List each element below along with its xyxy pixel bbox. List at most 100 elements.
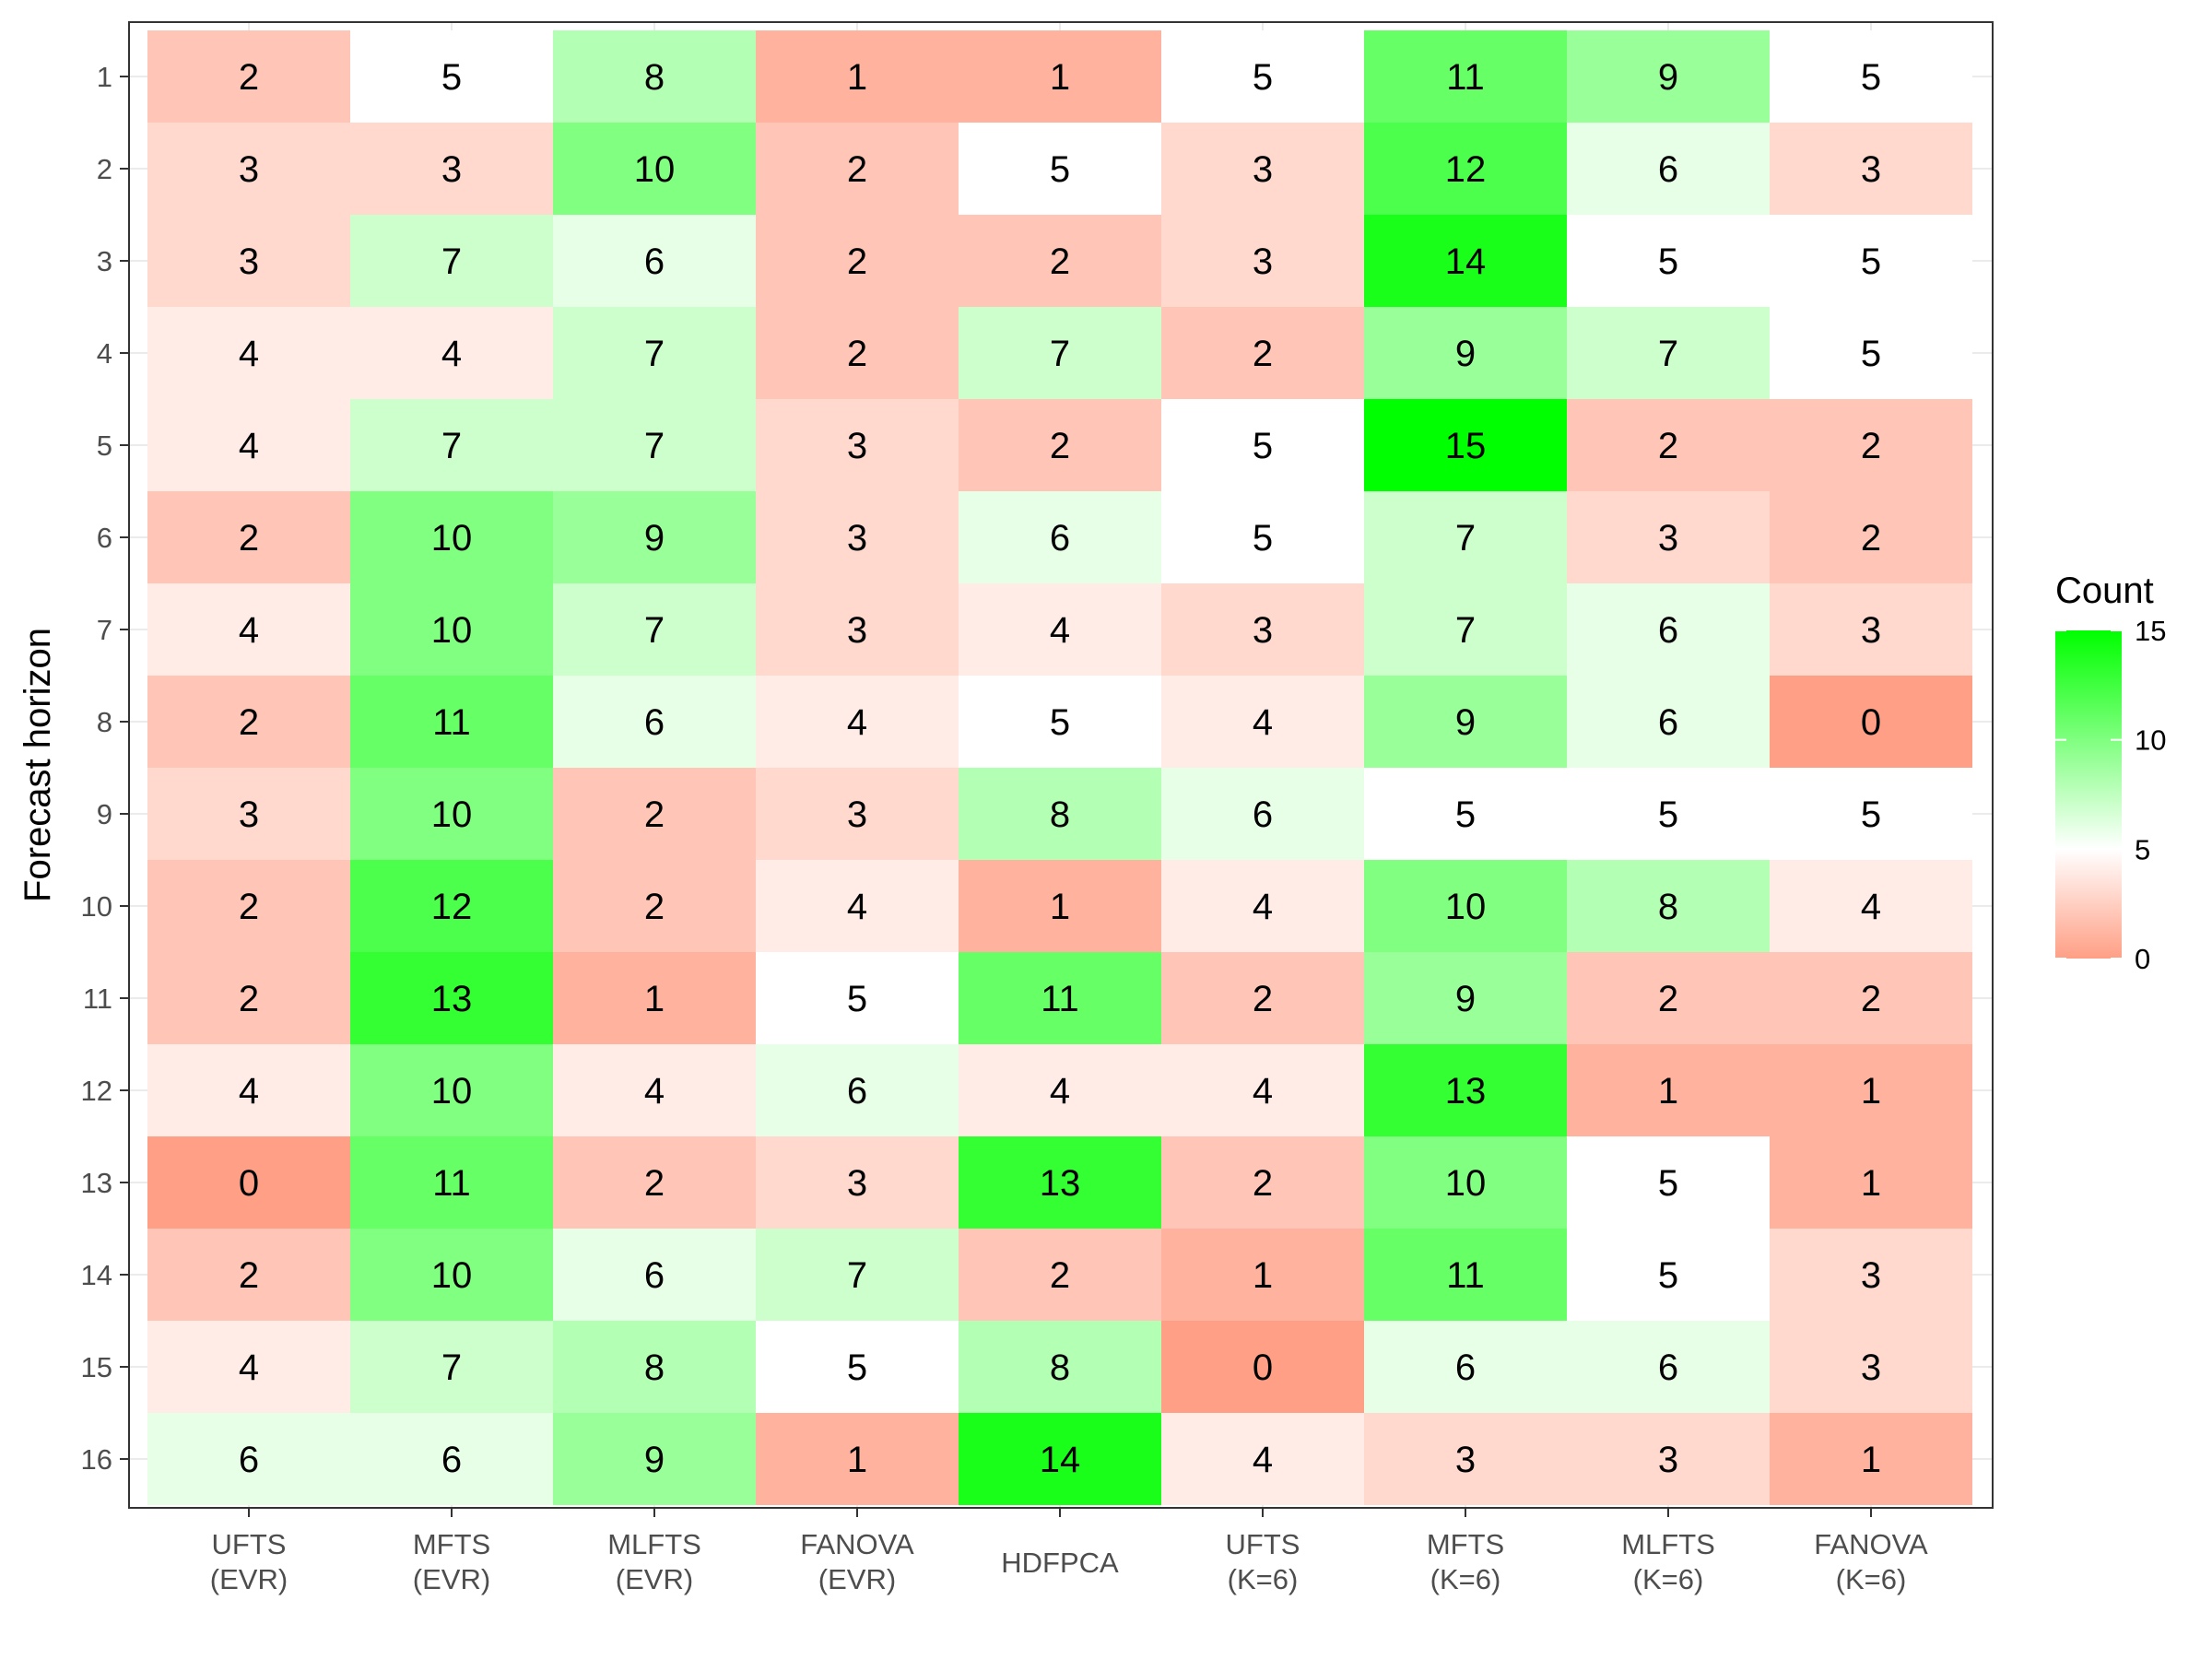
cell-value-label: 14 (1040, 1440, 1081, 1480)
cell-value-label: 6 (644, 702, 665, 743)
cell-value-label: 4 (1253, 1440, 1273, 1480)
cell-value-label: 3 (1861, 1347, 1881, 1388)
heatmap-cell (959, 399, 1161, 491)
cell-value-label: 2 (847, 149, 867, 190)
y-tick-label: 13 (81, 1167, 112, 1199)
cell-value-label: 10 (634, 149, 676, 190)
cell-value-label: 7 (644, 610, 665, 651)
heatmap-cell (1364, 1136, 1567, 1229)
cell-value-label: 3 (847, 610, 867, 651)
heatmap-cell (350, 768, 553, 860)
heatmap-cell (959, 30, 1161, 123)
heatmap-cell (1567, 1413, 1770, 1505)
heatmap-cell (756, 1136, 959, 1229)
cell-value-label: 1 (1861, 1071, 1881, 1112)
y-tick-label: 15 (81, 1351, 112, 1383)
cell-value-label: 3 (1253, 610, 1273, 651)
cell-value-label: 4 (1050, 610, 1070, 651)
legend: Count 0 5 10 15 (2055, 571, 2166, 975)
heatmap-cell (1364, 1044, 1567, 1136)
heatmap-cell (553, 1044, 756, 1136)
cell-value-label: 4 (239, 1347, 259, 1388)
cell-value-label: 6 (1658, 702, 1678, 743)
legend-tick-label: 0 (2135, 943, 2150, 975)
heatmap-cell (350, 1136, 553, 1229)
heatmap-cell (1364, 583, 1567, 676)
cell-value-label: 1 (847, 57, 867, 98)
cell-value-label: 2 (239, 887, 259, 927)
heatmap-cell (553, 215, 756, 307)
heatmap-cell (1567, 399, 1770, 491)
cell-value-label: 3 (847, 426, 867, 466)
cell-value-label: 10 (431, 794, 473, 835)
cell-value-label: 3 (847, 794, 867, 835)
cell-value-label: 4 (441, 334, 462, 374)
heatmap-cell (1364, 399, 1567, 491)
heatmap-cell (1567, 768, 1770, 860)
cell-value-label: 8 (644, 1347, 665, 1388)
cell-value-label: 2 (1658, 426, 1678, 466)
cell-value-label: 3 (1861, 610, 1881, 651)
heatmap-cell (350, 583, 553, 676)
heatmap-cell (756, 123, 959, 215)
cell-value-label: 5 (1658, 794, 1678, 835)
cell-value-label: 4 (239, 426, 259, 466)
x-tick-label: (K=6) (1430, 1563, 1501, 1595)
heatmap-cell (959, 307, 1161, 399)
heatmap-cell (959, 952, 1161, 1044)
cell-value-label: 14 (1445, 241, 1487, 282)
heatmap-cell (959, 860, 1161, 952)
cell-value-label: 7 (441, 426, 462, 466)
heatmap-cell (1770, 1321, 1972, 1413)
cell-value-label: 4 (1253, 1071, 1273, 1112)
cell-value-label: 11 (1041, 979, 1079, 1019)
cell-value-label: 4 (847, 702, 867, 743)
heatmap-cell (756, 30, 959, 123)
heatmap-cell (756, 491, 959, 583)
cell-value-label: 7 (1455, 610, 1476, 651)
cell-value-label: 6 (1455, 1347, 1476, 1388)
heatmap-cell (147, 215, 350, 307)
heatmap-cell (1364, 215, 1567, 307)
heatmap-cell (1567, 1044, 1770, 1136)
heatmap-cell (1770, 676, 1972, 768)
heatmap-cell (147, 30, 350, 123)
heatmap-cell (959, 1136, 1161, 1229)
heatmap-cell (553, 123, 756, 215)
cell-value-label: 6 (1253, 794, 1273, 835)
heatmap-cell (147, 491, 350, 583)
cell-value-label: 0 (1253, 1347, 1273, 1388)
heatmap-cell (1567, 860, 1770, 952)
cell-value-label: 8 (1658, 887, 1678, 927)
cell-value-label: 2 (1253, 334, 1273, 374)
x-tick-label: (K=6) (1633, 1563, 1704, 1595)
cell-value-label: 11 (432, 702, 471, 743)
y-tick-label: 10 (81, 890, 112, 923)
cell-value-label: 6 (1658, 610, 1678, 651)
cell-value-label: 2 (239, 518, 259, 559)
cell-value-label: 2 (1050, 1255, 1070, 1296)
y-tick-label: 3 (97, 245, 112, 277)
cell-value-label: 3 (1658, 1440, 1678, 1480)
y-tick-label: 1 (97, 61, 112, 93)
cell-value-label: 2 (239, 702, 259, 743)
y-tick-label: 8 (97, 706, 112, 738)
heatmap-cell (1364, 676, 1567, 768)
cell-value-label: 1 (847, 1440, 867, 1480)
cell-value-label: 4 (239, 610, 259, 651)
cell-value-label: 5 (1658, 241, 1678, 282)
heatmap-cell (1770, 860, 1972, 952)
heatmap-cell (1364, 860, 1567, 952)
heatmap-cell (350, 1229, 553, 1321)
cell-value-label: 3 (239, 149, 259, 190)
heatmap-cell (959, 123, 1161, 215)
heatmap-cell (1770, 952, 1972, 1044)
legend-tick-label: 5 (2135, 833, 2150, 865)
heatmap-cell (756, 952, 959, 1044)
y-tick-label: 16 (81, 1443, 112, 1476)
cell-value-label: 3 (239, 241, 259, 282)
heatmap-cell (350, 1413, 553, 1505)
cell-value-label: 10 (431, 1255, 473, 1296)
cell-value-label: 5 (847, 1347, 867, 1388)
